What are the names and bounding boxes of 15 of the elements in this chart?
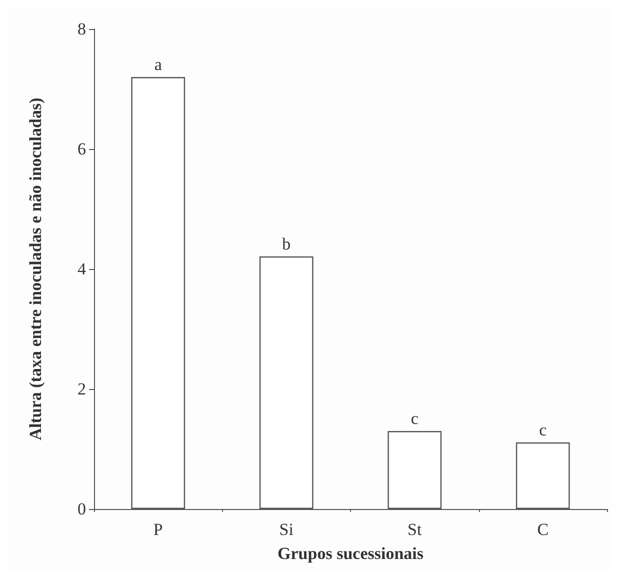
x-axis-title: Grupos sucessionais bbox=[278, 544, 424, 563]
annotation: b bbox=[282, 234, 291, 254]
y-tick-label: 6 bbox=[78, 140, 86, 158]
annotation: a bbox=[154, 55, 162, 74]
y-tick-label: 4 bbox=[78, 260, 86, 278]
x-tick-label: P bbox=[153, 520, 163, 539]
y-axis-title: Altura (taxa entre inoculadas e não inoculadas) bbox=[26, 98, 45, 440]
x-tick-label: St bbox=[408, 520, 422, 539]
y-tick-label: 0 bbox=[78, 500, 86, 518]
annotation: c bbox=[539, 420, 548, 440]
x-tick-label: C bbox=[537, 520, 549, 539]
x-tick-label: Si bbox=[279, 520, 294, 539]
y-tick-label: 8 bbox=[78, 20, 86, 38]
annotation: c bbox=[410, 409, 419, 428]
y-tick-label: 2 bbox=[78, 380, 86, 398]
